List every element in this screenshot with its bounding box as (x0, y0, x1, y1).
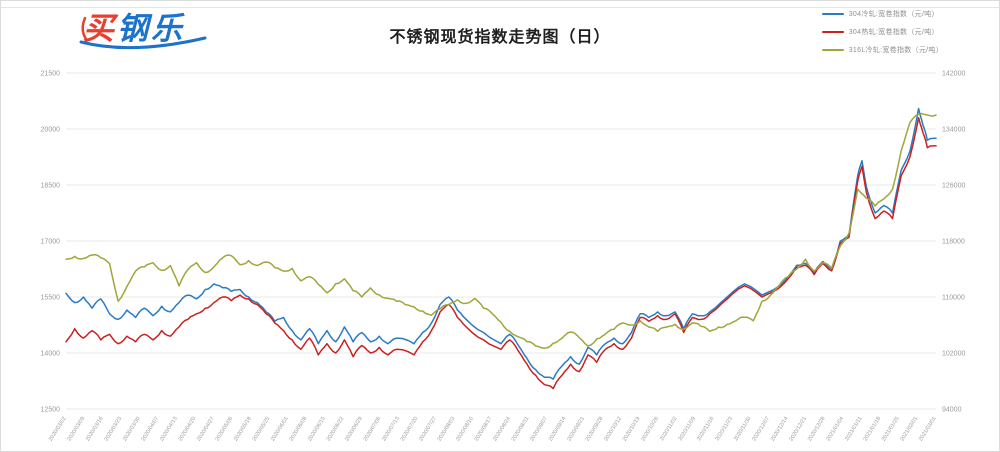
x-axis-tick: 2021/01/18 (862, 416, 882, 443)
x-axis-tick: 2020/03/16 (85, 416, 105, 443)
y-axis-left-tick: 21500 (41, 71, 61, 78)
x-axis-tick: 2020/06/22 (326, 416, 346, 443)
x-axis-tick: 2020/09/28 (585, 416, 605, 443)
x-axis-tick: 2020/04/07 (141, 416, 161, 443)
x-axis-tick: 2020/10/19 (622, 416, 642, 443)
x-axis-tick: 2020/12/07 (751, 416, 771, 443)
y-axis-left-tick: 18500 (41, 183, 61, 190)
x-axis-tick: 2020/03/30 (122, 416, 142, 443)
x-axis-tick: 2020/09/14 (548, 416, 568, 443)
y-axis-right-tick: 134000 (942, 127, 965, 134)
y-axis-left-tick: 14000 (41, 351, 61, 358)
x-axis-tick: 2021/03/01 (918, 416, 938, 443)
y-axis-left-tick: 15500 (41, 295, 61, 302)
y-axis-right-tick: 118000 (942, 239, 965, 246)
legend-line-swatch (821, 13, 844, 15)
x-axis-tick: 2020/11/02 (659, 416, 678, 442)
x-axis-tick: 2020/05/25 (252, 416, 272, 443)
series-line (65, 107, 937, 380)
x-axis-tick: 2020/07/27 (418, 416, 438, 443)
x-axis-tick: 2020/07/13 (381, 416, 401, 443)
x-axis-tick: 2020/03/02 (48, 416, 68, 443)
x-axis-tick: 2021/01/04 (825, 416, 845, 443)
x-axis-tick: 2020/08/17 (474, 416, 494, 443)
x-axis-tick: 2020/06/15 (307, 416, 327, 443)
x-axis-tick: 2020/10/26 (640, 416, 660, 443)
legend-label: 304热轧:宽卷指数（元/吨） (848, 29, 939, 36)
y-axis-right-tick: 102000 (942, 351, 965, 358)
chart-title: 不锈钢现货指数走势图（日） (389, 29, 611, 46)
x-axis-tick: 2020/04/20 (178, 416, 198, 443)
x-axis-tick: 2020/03/23 (104, 416, 124, 443)
y-axis-left-tick: 12500 (41, 407, 61, 414)
x-axis-tick: 2020/08/31 (511, 416, 531, 443)
x-axis-tick: 2020/09/07 (529, 416, 549, 443)
x-axis-tick: 2020/06/01 (270, 416, 290, 443)
legend-label: 316L冷轧:宽卷指数（元/吨） (848, 47, 943, 54)
x-axis-tick: 2020/05/06 (215, 416, 235, 443)
x-axis-tick: 2020/12/21 (788, 416, 808, 443)
legend-item[interactable]: 304热轧:宽卷指数（元/吨） (821, 27, 943, 37)
x-axis-tick: 2020/08/24 (492, 416, 512, 443)
x-axis-tick: 2020/03/09 (67, 416, 87, 443)
x-axis-tick: 2020/06/29 (344, 416, 364, 443)
y-axis-right-tick: 126000 (942, 183, 965, 190)
x-axis-tick: 2021/02/01 (900, 416, 920, 443)
x-axis-tick: 2021/01/25 (881, 416, 901, 443)
x-axis-tick: 2020/07/20 (400, 416, 420, 443)
x-axis-tick: 2020/09/21 (566, 416, 586, 443)
legend-line-swatch (821, 31, 844, 33)
y-axis-left-tick: 17000 (41, 239, 61, 246)
y-axis-right-tick: 142000 (942, 71, 965, 78)
legend-line-swatch (821, 49, 844, 51)
x-axis-tick: 2020/07/06 (363, 416, 383, 443)
legend-item[interactable]: 304冷轧:宽卷指数（元/吨） (821, 9, 943, 19)
x-axis-tick: 2020/11/23 (715, 416, 734, 442)
x-axis-tick: 2020/12/14 (770, 416, 790, 443)
y-axis-left-tick: 20000 (41, 127, 61, 134)
series-line (65, 112, 937, 349)
x-axis-tick: 2020/11/30 (733, 416, 752, 442)
x-axis-tick: 2020/08/10 (455, 416, 475, 443)
y-axis-right-tick: 110000 (942, 295, 965, 302)
chart-legend: 304冷轧:宽卷指数（元/吨） 304热轧:宽卷指数（元/吨） 316L冷轧:宽卷指… (821, 9, 943, 55)
x-axis-tick: 2020/10/12 (603, 416, 623, 443)
x-axis-tick: 2020/06/08 (289, 416, 309, 443)
top-divider (1, 7, 999, 8)
x-axis-tick: 2020/11/16 (696, 416, 715, 442)
x-axis-tick: 2020/11/09 (678, 416, 697, 442)
x-axis-tick: 2020/05/18 (233, 416, 253, 443)
x-axis-tick: 2020/08/03 (437, 416, 457, 443)
legend-item[interactable]: 316L冷轧:宽卷指数（元/吨） (821, 45, 943, 55)
series-line (65, 117, 937, 390)
x-axis-tick: 2020/12/28 (807, 416, 827, 443)
x-axis-tick: 2020/04/27 (196, 416, 216, 443)
x-axis-tick: 2020/04/13 (159, 416, 179, 443)
y-axis-right-tick: 94000 (942, 407, 962, 414)
x-axis-tick: 2021/01/11 (844, 416, 863, 442)
legend-label: 304冷轧:宽卷指数（元/吨） (848, 11, 939, 18)
